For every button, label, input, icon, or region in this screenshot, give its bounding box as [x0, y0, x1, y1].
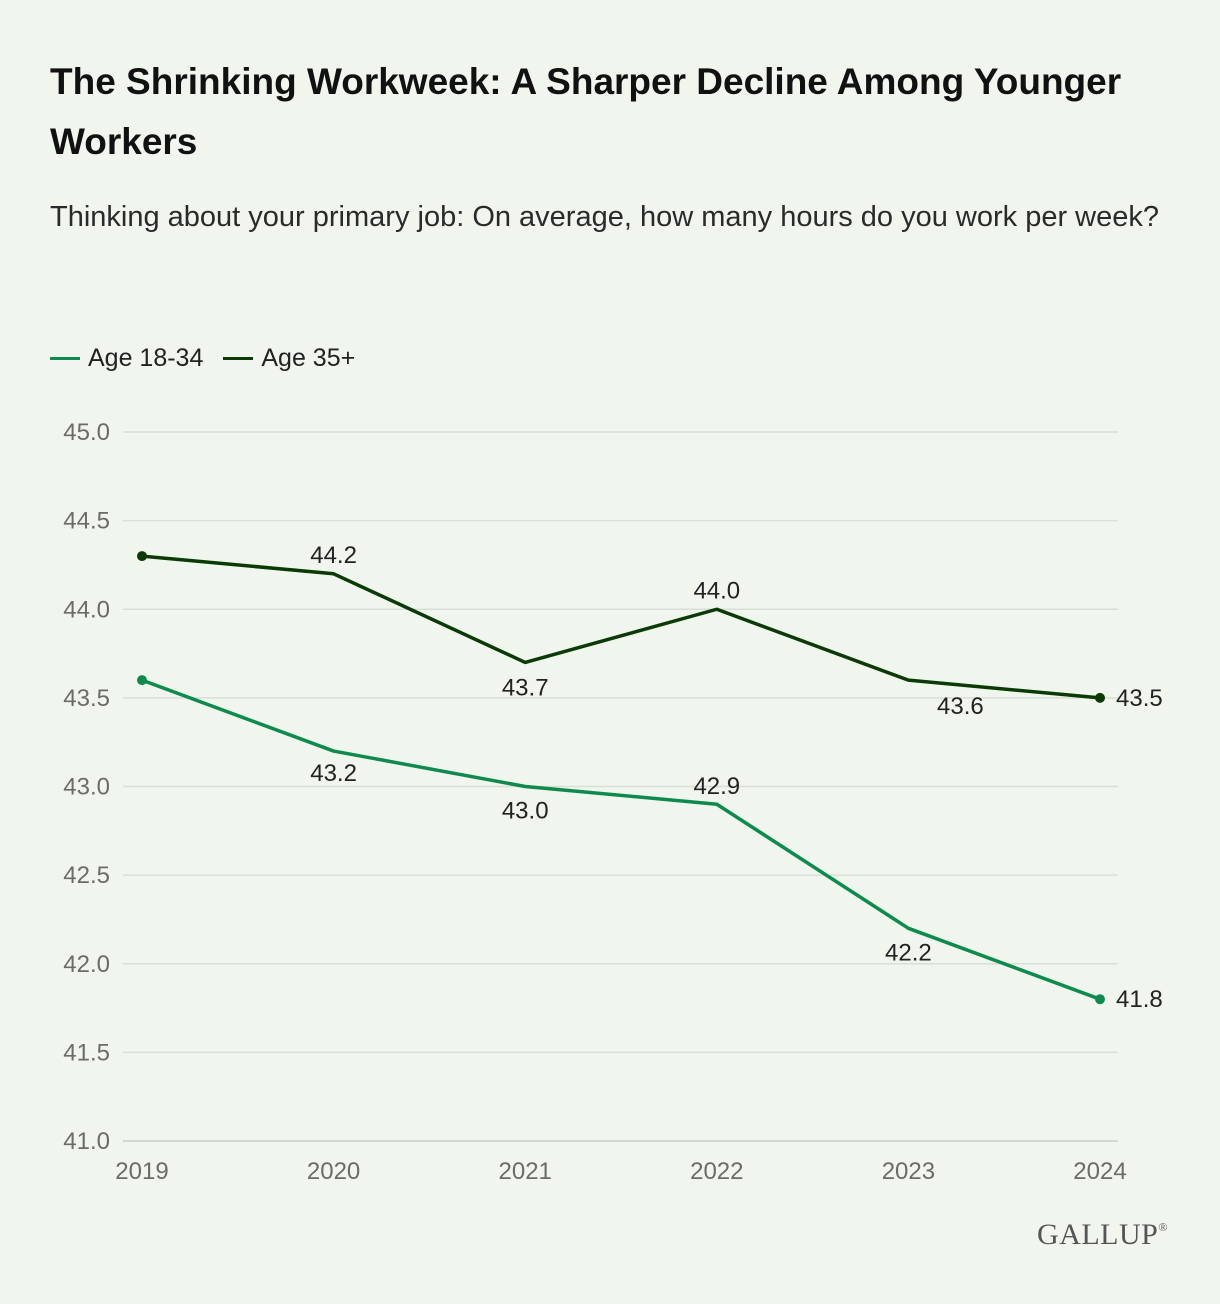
y-tick-label: 45.0	[63, 419, 110, 446]
legend-swatch-age-35-plus	[223, 356, 254, 360]
series-point[interactable]	[137, 675, 147, 686]
data-label: 43.2	[310, 760, 357, 787]
data-label: 43.7	[502, 674, 549, 701]
chart-subtitle: Thinking about your primary job: On aver…	[50, 201, 1160, 233]
y-tick-label: 44.0	[63, 596, 110, 623]
x-tick-label: 2019	[115, 1158, 168, 1185]
y-tick-label: 43.0	[63, 774, 110, 801]
series-point[interactable]	[1095, 994, 1105, 1005]
y-tick-label: 42.5	[63, 862, 110, 889]
data-label: 43.5	[1116, 685, 1163, 712]
x-tick-label: 2020	[307, 1158, 360, 1185]
y-tick-label: 41.0	[63, 1128, 110, 1155]
x-tick-label: 2024	[1073, 1158, 1126, 1185]
series-group	[137, 551, 1105, 1005]
y-tick-label: 43.5	[63, 685, 110, 712]
data-label: 42.9	[693, 773, 740, 800]
legend-label-age-18-34: Age 18-34	[88, 343, 204, 372]
y-axis: 41.0 41.5 42.0 42.5 43.0 43.5 44.0 44.5 45.0	[63, 419, 110, 1155]
grid-lines	[123, 431, 1118, 1142]
legend-swatch-age-18-34	[50, 356, 80, 360]
y-tick-label: 44.5	[63, 508, 110, 535]
x-tick-label: 2021	[499, 1158, 552, 1185]
series-line-age-35-plus[interactable]	[140, 554, 1102, 700]
data-labels: 43.2 43.0 42.9 42.2 41.8 44.2 43.7 44.0 43.6 43.5	[310, 542, 1162, 1013]
y-tick-label: 41.5	[63, 1039, 110, 1066]
data-label: 44.0	[693, 577, 740, 604]
x-tick-label: 2023	[882, 1158, 935, 1185]
data-label: 43.6	[937, 693, 984, 720]
gallup-logo-text: GALLUP	[1037, 1218, 1159, 1251]
y-tick-label: 42.0	[63, 951, 110, 978]
gallup-logo: GALLUP®	[1037, 1218, 1168, 1252]
series-point[interactable]	[1095, 692, 1105, 703]
x-axis: 2019 2020 2021 2022 2023 2024	[115, 1158, 1126, 1185]
line-chart: 41.0 41.5 42.0 42.5 43.0 43.5 44.0 44.5 45.0 201…	[63, 419, 1162, 1185]
data-label: 43.0	[502, 798, 549, 825]
legend: Age 18-34 Age 35+	[50, 340, 375, 376]
legend-item-age-35-plus[interactable]: Age 35+	[223, 344, 355, 373]
registered-mark: ®	[1158, 1220, 1168, 1234]
series-line-age-18-34[interactable]	[140, 678, 1102, 1001]
x-tick-label: 2022	[690, 1158, 743, 1185]
legend-label-age-35-plus: Age 35+	[261, 343, 356, 372]
data-label: 42.2	[885, 939, 932, 966]
series-point[interactable]	[137, 551, 147, 562]
data-label: 41.8	[1116, 986, 1163, 1013]
chart-title: The Shrinking Workweek: A Sharper Declin…	[50, 61, 1122, 162]
legend-item-age-18-34[interactable]: Age 18-34	[50, 344, 203, 373]
data-label: 44.2	[310, 542, 357, 569]
